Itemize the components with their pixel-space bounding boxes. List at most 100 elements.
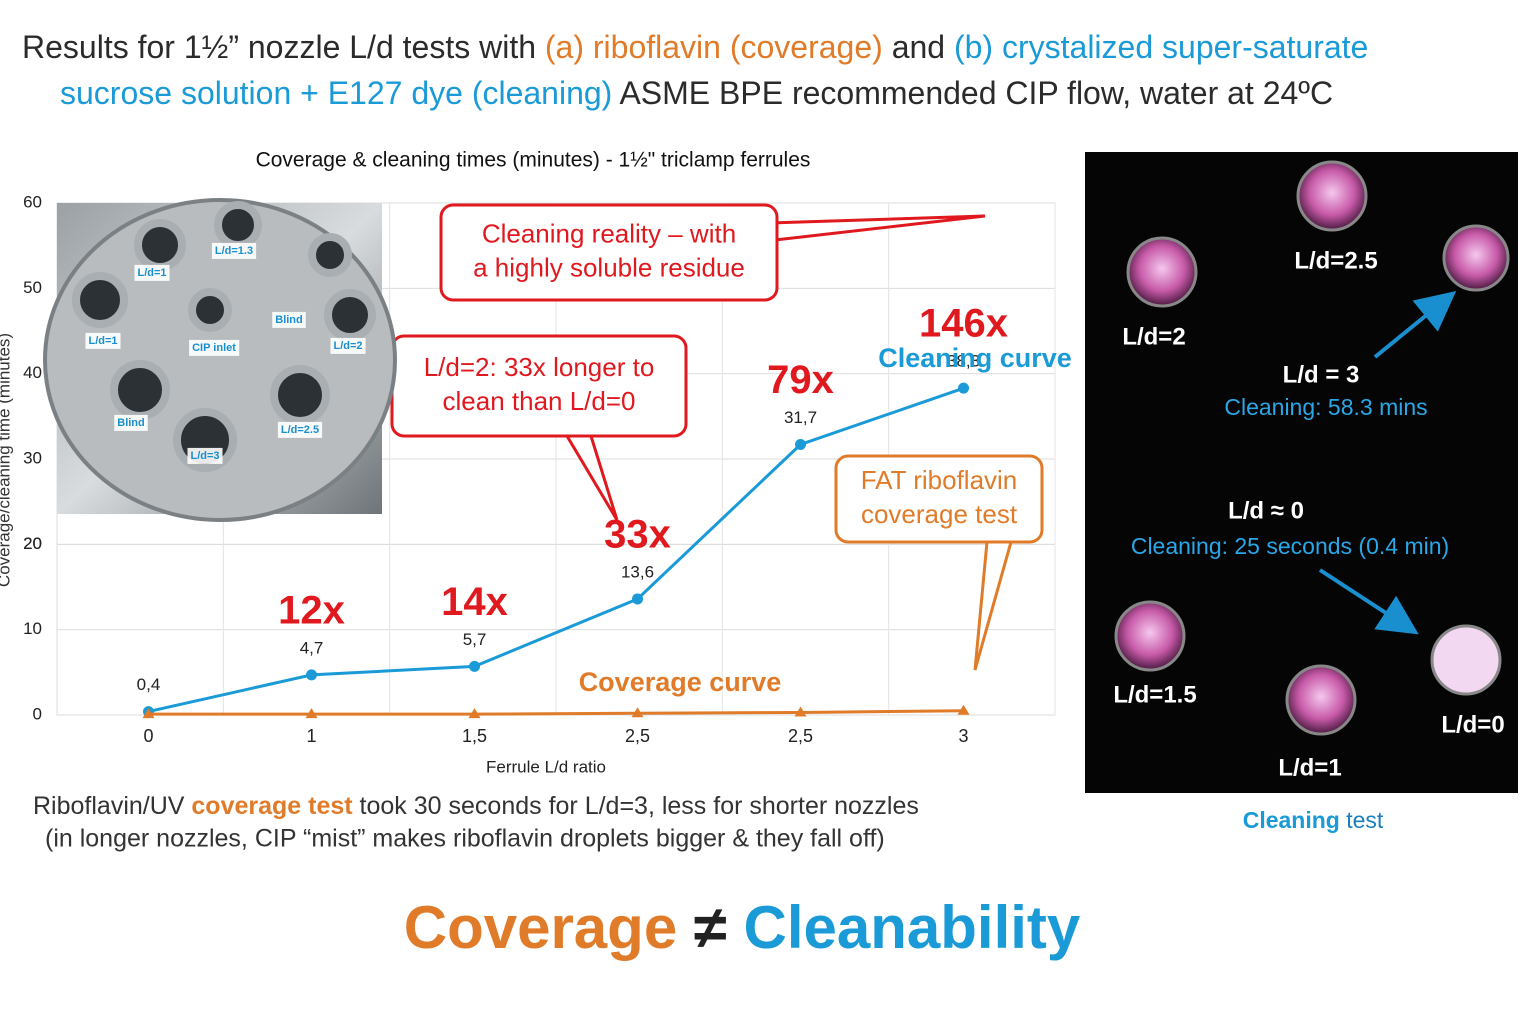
point (631, 707, 644, 718)
text: Coverage (404, 894, 677, 961)
text: test (1340, 807, 1384, 833)
ratio-label: 12x (278, 588, 345, 632)
series-name: Coverage curve (579, 667, 782, 697)
callout-pointer (565, 435, 619, 521)
x-tick-label: 1,5 (462, 726, 487, 746)
text: Cleaning (1243, 807, 1340, 833)
footer-line: Riboflavin/UV coverage test took 30 seco… (33, 792, 919, 820)
photo-label-bg (114, 414, 148, 431)
x-tick-label: 1 (307, 726, 317, 746)
callout-text: L/d=2: 33x longer to (424, 352, 655, 382)
y-tick-label: 20 (23, 534, 42, 553)
callout-text: Cleaning reality – with (482, 218, 736, 248)
photo-label: L/d=1 (137, 267, 166, 279)
panel-label: L/d ≈ 0 (1228, 497, 1304, 524)
photo-label: L/d=2 (333, 340, 362, 352)
point (795, 438, 807, 450)
data-label: 0,4 (137, 675, 161, 694)
x-tick-label: 3 (959, 726, 969, 746)
panel-label: L/d=1 (1278, 754, 1341, 781)
photo-label-bg (134, 264, 170, 281)
header-line: Results for 1½” nozzle L/d tests with (a… (22, 29, 1368, 65)
point (957, 704, 970, 715)
data-label: 5,7 (463, 630, 487, 649)
text: Riboflavin/UV (33, 792, 191, 820)
point (306, 669, 318, 681)
photo-label: Blind (275, 314, 303, 326)
point (305, 708, 318, 719)
x-tick-label: 0 (143, 726, 153, 746)
callout-text: clean than L/d=0 (443, 386, 636, 416)
photo-label-bg (85, 332, 121, 349)
photo (43, 198, 397, 522)
ratio-label: 79x (767, 358, 834, 402)
text: Results for 1½” nozzle L/d tests with (22, 29, 545, 65)
data-label: 31,7 (784, 408, 817, 427)
panel-label: Cleaning: 58.3 mins (1224, 394, 1427, 420)
panel-label: Cleaning: 25 seconds (0.4 min) (1131, 533, 1449, 559)
photo-label-bg (277, 421, 323, 438)
x-tick-label: 2,5 (788, 726, 813, 746)
photo-label: L/d=2.5 (281, 424, 319, 436)
point (958, 382, 970, 394)
photo-label-bg (189, 339, 240, 356)
data-label: 4,7 (300, 638, 324, 657)
point (469, 660, 481, 672)
x-tick-label: 2,5 (625, 726, 650, 746)
y-tick-label: 10 (23, 619, 42, 638)
text: ≠ (677, 894, 743, 961)
y-tick-label: 20 (23, 534, 42, 553)
photo-label: CIP inlet (192, 342, 236, 354)
photo-label: L/d=1 (88, 335, 117, 347)
y-axis-label: Coverage/cleaning time (minutes) (0, 333, 13, 587)
point (142, 708, 155, 719)
text: coverage test (191, 792, 353, 820)
ratio-label: 146x (919, 302, 1008, 346)
photo-label-bg (272, 311, 306, 328)
series-line (148, 386, 965, 714)
panel-label: L/d=2.5 (1294, 247, 1377, 274)
right-panel (1085, 152, 1518, 793)
text: took 30 seconds for L/d=3, less for shor… (353, 792, 919, 820)
y-tick-label: 50 (23, 278, 42, 297)
x-axis-label: Ferrule L/d ratio (486, 757, 606, 776)
panel-label: L/d=2 (1122, 323, 1185, 350)
arrow (1373, 290, 1457, 359)
callout-pointer (973, 541, 1013, 671)
callout-text: a highly soluble residue (473, 252, 745, 282)
text: sucrose solution + E127 dye (cleaning) (60, 75, 612, 111)
point (632, 593, 644, 605)
footer-line: (in longer nozzles, CIP “mist” makes rib… (45, 825, 885, 853)
panel-label: L/d=0 (1441, 711, 1504, 738)
y-tick-label: 60 (23, 192, 42, 211)
ratio-label: 14x (441, 580, 508, 624)
callout-text: coverage test (861, 499, 1018, 529)
panel-label: L/d=1.5 (1113, 681, 1196, 708)
slogan: Coverage ≠ Cleanability (404, 894, 1081, 961)
point (794, 706, 807, 717)
y-tick-label: 0 (33, 704, 42, 723)
photo-label: L/d=3 (190, 450, 219, 462)
vessel (43, 198, 397, 522)
photo-label-bg (330, 337, 366, 354)
photo-label: L/d=1.3 (215, 245, 253, 257)
text: (a) riboflavin (coverage) (545, 29, 883, 65)
photo-label-bg (187, 447, 223, 464)
data-label: 13,6 (621, 562, 654, 581)
photo-label-bg (211, 242, 257, 259)
panel-label: L/d = 3 (1283, 361, 1360, 388)
text: ASME BPE recommended CIP flow, water at … (612, 75, 1333, 111)
chart-title: Coverage & cleaning times (minutes) - 1½… (256, 149, 811, 172)
callout-box (834, 454, 1044, 544)
callout-box (439, 203, 779, 302)
series-name: Cleaning curve (878, 343, 1072, 373)
ratio-label: 33x (604, 513, 671, 557)
callout-text: FAT riboflavin (861, 465, 1018, 495)
arrow (1318, 568, 1419, 635)
point (468, 708, 481, 719)
photo-label: Blind (117, 417, 145, 429)
series-line (148, 709, 964, 716)
data-label: 38,3 (947, 352, 980, 371)
